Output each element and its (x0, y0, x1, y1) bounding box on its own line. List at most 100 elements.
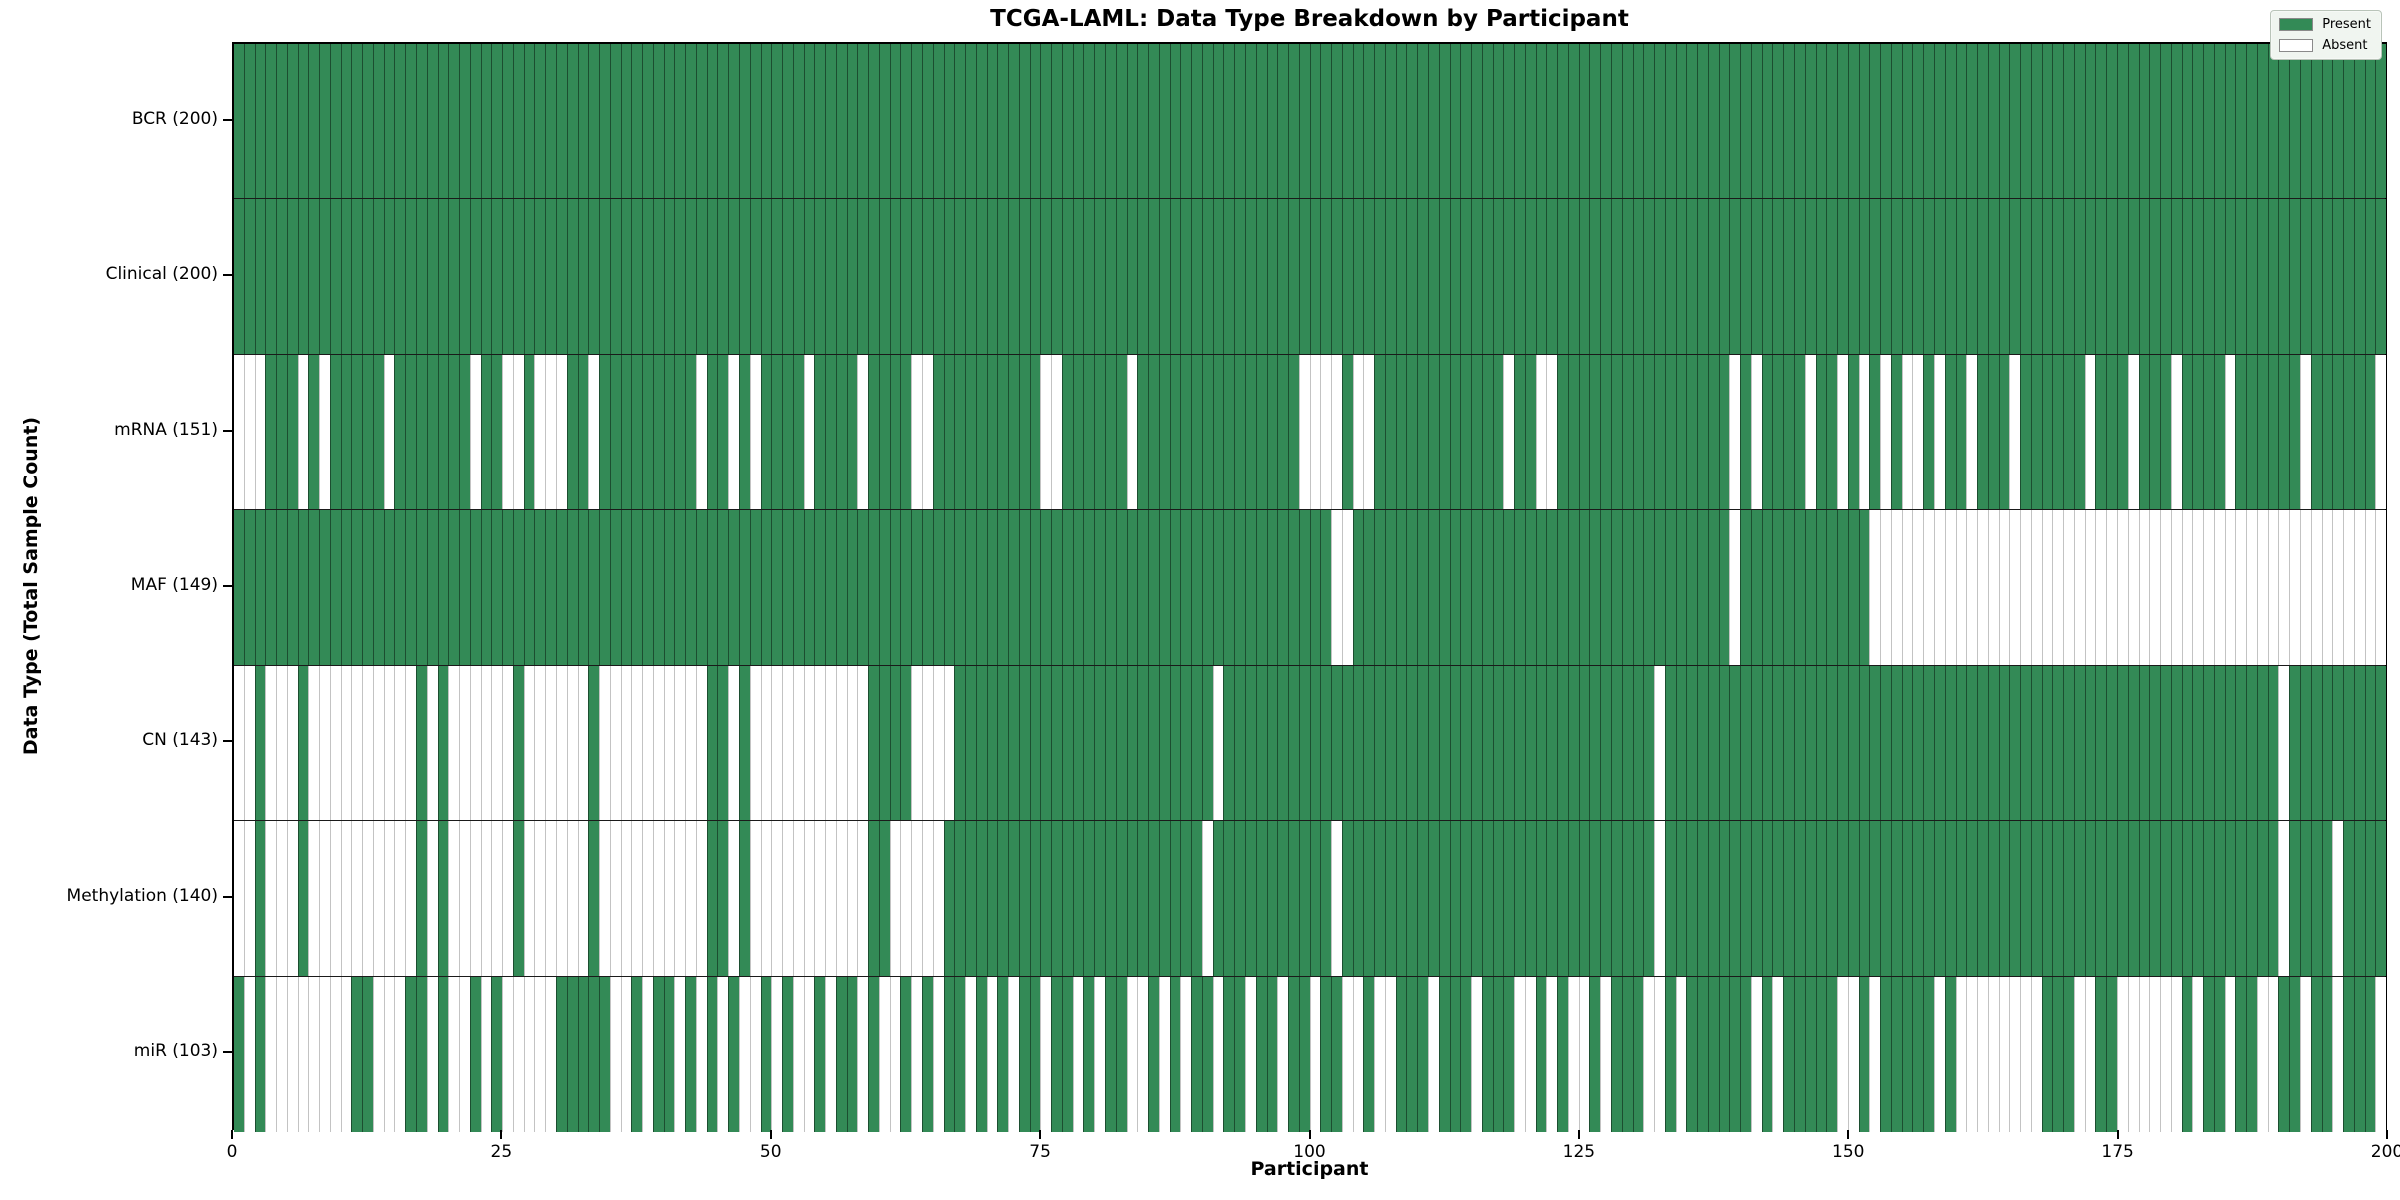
heatmap-cell (1061, 199, 1073, 354)
heatmap-cell (1535, 976, 1547, 1132)
heatmap-cell (1137, 510, 1149, 665)
heatmap-cell (1697, 976, 1708, 1132)
heatmap-cell (1223, 44, 1235, 199)
heatmap-cell (276, 665, 287, 821)
heatmap-cell (448, 354, 460, 510)
heatmap-cell (2052, 199, 2064, 354)
heatmap-cell (2084, 44, 2096, 199)
heatmap-cell (2278, 199, 2290, 354)
heatmap-cell (1729, 821, 1741, 976)
heatmap-cell (1148, 976, 1159, 1132)
heatmap-cell (728, 976, 739, 1132)
heatmap-cell (878, 354, 890, 510)
heatmap-cell (1933, 976, 1945, 1132)
heatmap-cell (1869, 976, 1881, 1132)
heatmap-cell (1363, 510, 1375, 665)
heatmap-cell (1589, 821, 1601, 976)
heatmap-cell (965, 354, 976, 510)
heatmap-cell (599, 199, 610, 354)
heatmap-cell (1858, 976, 1870, 1132)
heatmap-cell (2041, 976, 2053, 1132)
heatmap-cell (954, 976, 966, 1132)
heatmap-cell (469, 354, 481, 510)
heatmap-cell (814, 976, 826, 1132)
heatmap-cell (1148, 199, 1159, 354)
legend-swatch-absent (2279, 39, 2314, 52)
heatmap-cell (717, 354, 729, 510)
heatmap-cell (394, 510, 406, 665)
heatmap-cell (1664, 510, 1676, 665)
heatmap-cell (846, 976, 858, 1132)
heatmap-cell (1729, 44, 1741, 199)
heatmap-cell (1427, 821, 1439, 976)
heatmap-cell (2375, 821, 2387, 976)
heatmap-cell (2181, 510, 2193, 665)
heatmap-cell (911, 44, 922, 199)
heatmap-cell (1654, 510, 1665, 665)
heatmap-cell (383, 821, 395, 976)
heatmap-cell (2020, 44, 2031, 199)
heatmap-cell (965, 510, 976, 665)
heatmap-cell (2267, 510, 2279, 665)
heatmap-cell (706, 976, 718, 1132)
heatmap-cell (2030, 976, 2042, 1132)
heatmap-cell (1018, 44, 1030, 199)
heatmap-cell (286, 199, 298, 354)
heatmap-cell (986, 199, 998, 354)
heatmap-cell (1148, 821, 1159, 976)
heatmap-row-mir (234, 976, 2387, 1132)
heatmap-cell (437, 510, 449, 665)
heatmap-cell (448, 665, 460, 821)
heatmap-cell (792, 44, 804, 199)
heatmap-cell (835, 44, 847, 199)
heatmap-cell (932, 665, 944, 821)
heatmap-cell (1901, 510, 1913, 665)
heatmap-cell (1675, 665, 1687, 821)
heatmap-cell (1912, 44, 1924, 199)
heatmap-cell (2009, 665, 2021, 821)
heatmap-cell (1707, 976, 1719, 1132)
heatmap-cell (1621, 354, 1633, 510)
heatmap-cell (577, 354, 589, 510)
heatmap-cell (1890, 199, 1902, 354)
heatmap-cell (1966, 665, 1978, 821)
heatmap-cell (2149, 44, 2161, 199)
heatmap-cell (512, 44, 524, 199)
heatmap-cell (1901, 44, 1913, 199)
heatmap-cell (1029, 976, 1041, 1132)
heatmap-cell (738, 44, 750, 199)
heatmap-cell (416, 199, 427, 354)
heatmap-cell (469, 665, 481, 821)
heatmap-cell (502, 354, 513, 510)
heatmap-cell (340, 821, 352, 976)
heatmap-cell (1783, 665, 1795, 821)
heatmap-cell (911, 510, 922, 665)
heatmap-cell (1815, 665, 1827, 821)
heatmap-cell (674, 976, 686, 1132)
x-tick (1308, 1130, 1311, 1139)
heatmap-cell (1191, 44, 1202, 199)
heatmap-cell (340, 665, 352, 821)
heatmap-cell (1492, 510, 1504, 665)
heatmap-cell (1729, 199, 1741, 354)
heatmap-cell (555, 199, 567, 354)
heatmap-cell (814, 199, 826, 354)
heatmap-cell (491, 44, 503, 199)
heatmap-cell (1427, 510, 1439, 665)
heatmap-cell (1578, 976, 1590, 1132)
heatmap-cell (1589, 510, 1601, 665)
heatmap-cell (286, 821, 298, 976)
heatmap-cell (1040, 976, 1052, 1132)
heatmap-cell (523, 821, 535, 976)
heatmap-cell (663, 821, 675, 976)
heatmap-cell (2160, 199, 2171, 354)
heatmap-cell (2289, 976, 2300, 1132)
heatmap-cell (1611, 354, 1622, 510)
heatmap-cell (868, 665, 879, 821)
heatmap-cell (2235, 199, 2247, 354)
heatmap-cell (234, 44, 244, 199)
heatmap-cell (502, 665, 513, 821)
heatmap-cell (437, 976, 449, 1132)
heatmap-cell (835, 665, 847, 821)
heatmap-cell (534, 510, 546, 665)
